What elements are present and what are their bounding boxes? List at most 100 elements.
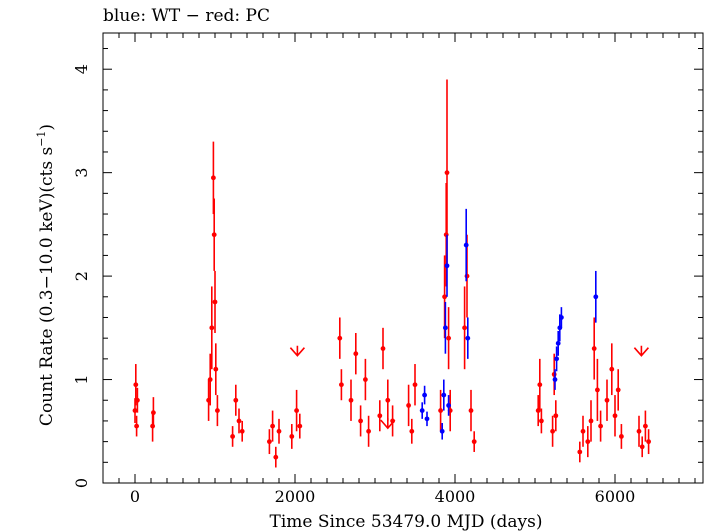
data-point <box>230 434 236 439</box>
data-point <box>424 416 430 422</box>
data-point <box>294 408 299 413</box>
data-point <box>211 232 217 238</box>
data-point <box>551 371 557 377</box>
data-point <box>385 397 391 403</box>
data-point <box>270 423 275 429</box>
data-point <box>409 428 415 434</box>
data-point <box>348 397 354 403</box>
data-point <box>297 423 303 429</box>
data-point <box>419 408 425 413</box>
data-point <box>406 403 411 408</box>
y-tick-label: 0 <box>72 478 91 488</box>
series-pc <box>132 79 651 468</box>
data-point <box>465 335 471 341</box>
x-tick-label: 2000 <box>275 487 316 506</box>
data-point <box>615 387 621 393</box>
data-point <box>446 403 451 408</box>
data-point <box>273 454 279 460</box>
data-point <box>604 397 610 403</box>
data-point <box>236 418 242 424</box>
data-point <box>233 397 239 403</box>
data-point <box>134 423 140 429</box>
data-point <box>132 408 138 413</box>
data-point <box>446 335 451 341</box>
data-point <box>215 408 220 413</box>
data-point <box>444 263 450 269</box>
data-point <box>422 392 427 398</box>
data-point <box>444 170 450 176</box>
data-point <box>585 439 591 445</box>
x-tick-label: 0 <box>130 487 140 506</box>
data-point <box>471 439 477 445</box>
upper-limit-arrow <box>380 418 396 430</box>
x-axis-label: Time Since 53479.0 MJD (days) <box>270 512 543 532</box>
data-point <box>366 428 371 434</box>
data-point <box>591 346 597 351</box>
y-tick-label: 1 <box>72 374 91 384</box>
data-point <box>442 294 447 300</box>
data-point <box>598 423 603 429</box>
data-point <box>337 335 343 341</box>
data-point <box>463 242 469 248</box>
data-point <box>553 413 559 419</box>
y-tick-label: 2 <box>72 271 91 281</box>
data-point <box>276 428 282 434</box>
data-point <box>554 356 559 362</box>
data-point <box>209 325 215 331</box>
data-point <box>559 315 564 320</box>
data-point <box>580 428 586 434</box>
data-point <box>377 413 383 419</box>
data-point <box>438 408 443 413</box>
plot-frame <box>102 32 704 484</box>
data-point <box>133 382 139 388</box>
y-axis-label: Count Rate (0.3−10.0 keV)(cts s−1) <box>35 124 57 426</box>
data-point <box>619 434 624 439</box>
data-point <box>552 377 558 382</box>
chart-title: blue: WT − red: PC <box>103 6 270 26</box>
data-point <box>443 325 448 331</box>
data-point <box>462 325 467 331</box>
data-point <box>353 351 359 357</box>
data-point <box>643 423 648 429</box>
x-tick-label: 6000 <box>595 487 636 506</box>
series-wt <box>419 208 599 440</box>
data-point <box>363 377 368 382</box>
data-point <box>468 408 474 413</box>
upper-limit-arrow <box>289 345 306 357</box>
data-point <box>441 392 447 398</box>
data-point <box>380 346 386 351</box>
y-tick-label: 3 <box>72 168 91 178</box>
data-point <box>412 382 418 388</box>
x-tick-labels: 0 2000 4000 6000 <box>130 487 635 506</box>
data-point <box>636 428 642 434</box>
data-point <box>358 418 363 424</box>
axis-ticks <box>103 33 703 484</box>
y-tick-labels: 0 1 2 3 4 <box>72 64 91 488</box>
data-point <box>588 418 594 424</box>
data-point <box>555 340 561 346</box>
data-point <box>211 175 216 181</box>
x-tick-label: 4000 <box>435 487 476 506</box>
data-point <box>639 444 645 450</box>
data-point <box>539 418 544 424</box>
data-point <box>267 439 272 445</box>
data-point <box>339 382 344 388</box>
data-point <box>577 449 583 455</box>
upper-limit-arrow <box>633 345 650 357</box>
data-point <box>207 377 213 382</box>
data-point <box>593 294 599 300</box>
data-point <box>239 428 245 434</box>
data-point <box>550 428 555 434</box>
data-point <box>439 428 445 434</box>
data-point <box>595 387 600 393</box>
y-tick-label: 4 <box>72 64 91 74</box>
data-point <box>537 382 543 388</box>
data-point <box>212 299 218 305</box>
y-axis-label-sup: −1 <box>35 131 48 147</box>
data-point <box>151 410 156 416</box>
data-point <box>646 439 651 445</box>
data-point <box>612 413 618 419</box>
data-point <box>213 366 219 372</box>
